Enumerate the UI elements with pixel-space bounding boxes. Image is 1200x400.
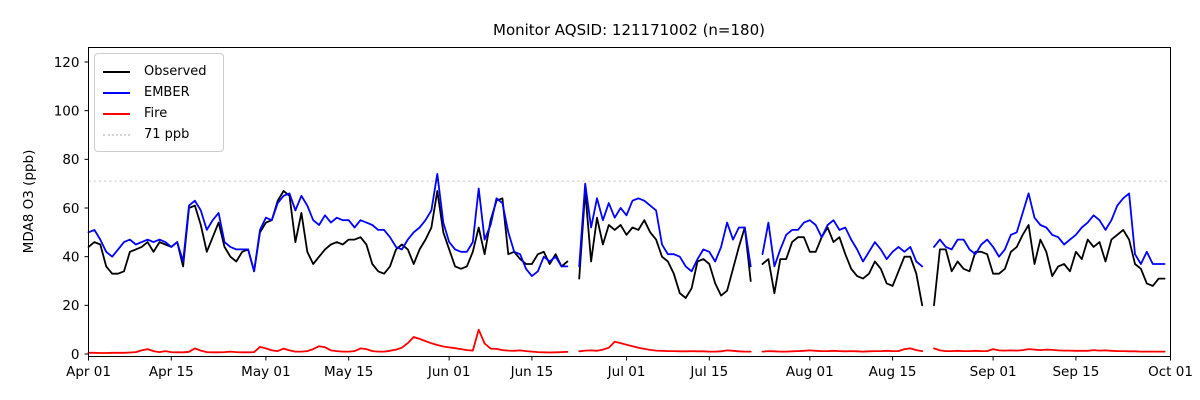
legend-label-observed: Observed	[144, 64, 207, 79]
y-tick-label: 120	[54, 55, 80, 71]
y-tick-label: 80	[62, 152, 79, 168]
series-line-observed	[87, 190, 1166, 307]
x-tick-label: Sep 01	[970, 364, 1017, 380]
x-tick-label: Apr 01	[66, 364, 111, 380]
observed-line-sample	[103, 70, 130, 73]
series-line-fire	[87, 328, 1166, 354]
y-axis-label: MDA8 O3 (ppb)	[21, 150, 37, 254]
legend-label-ember: EMBER	[144, 85, 190, 100]
legend-item-ember: EMBER	[103, 82, 215, 103]
ember-line-sample	[103, 91, 130, 94]
fire-line-sample	[103, 112, 130, 115]
x-tick-label: Apr 15	[149, 364, 194, 380]
chart-title: Monitor AQSID: 121171002 (n=180)	[493, 21, 765, 39]
x-tick-label: Jul 01	[607, 364, 646, 380]
legend-item-fire: Fire	[103, 103, 215, 124]
x-tick-label: Aug 15	[869, 364, 917, 380]
axes: Apr 01 Apr 15 May 01 May 15 Jun 01 Jun 15 Jul …	[54, 55, 1193, 380]
x-tick-label: Jun 15	[510, 364, 554, 380]
x-tick-label: May 01	[241, 364, 290, 380]
y-tick-label: 20	[62, 298, 79, 314]
x-tick-label: May 15	[324, 364, 373, 380]
legend-label-fire: Fire	[144, 106, 168, 121]
y-tick-label: 40	[62, 249, 79, 265]
legend-item-observed: Observed	[103, 61, 215, 82]
x-tick-label: Jun 01	[427, 364, 471, 380]
series-line-ember	[87, 173, 1166, 277]
y-tick-label: 0	[71, 347, 80, 363]
x-tick-label: Jul 15	[689, 364, 728, 380]
data-series-lines	[87, 173, 1166, 354]
x-tick-label: Aug 01	[786, 364, 834, 380]
x-tick-label: Sep 15	[1052, 364, 1099, 380]
plot-border	[88, 47, 1171, 357]
threshold-line-sample	[103, 133, 130, 136]
legend-label-threshold: 71 ppb	[144, 127, 190, 142]
y-tick-label: 100	[54, 103, 80, 119]
legend: Observed EMBER Fire 71 ppb	[94, 53, 224, 152]
legend-item-threshold: 71 ppb	[103, 124, 215, 145]
x-tick-label: Oct 01	[1148, 364, 1193, 380]
y-tick-label: 60	[62, 201, 79, 217]
